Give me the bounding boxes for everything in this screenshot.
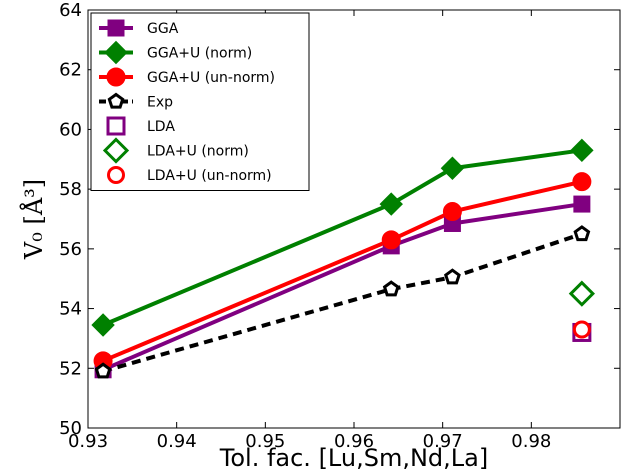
data-point-1-3 [570,138,594,163]
legend-marker-6 [107,166,125,184]
legend-marker-4 [106,116,126,136]
data-point-3-0 [94,362,112,379]
legend: GGA GGA+U (norm) GGA+U (un-norm) Exp LDA LDA+… [90,12,310,191]
plot-area [91,138,595,379]
y-tick-label-6: 62 [59,60,82,81]
legend-label-2: GGA+U (un-norm) [147,70,275,86]
y-tick-label-7: 64 [59,0,82,21]
legend-marker-0 [107,19,125,37]
data-point-3-2 [443,268,461,285]
legend-marker-1 [104,40,128,65]
legend-label-6: LDA+U (un-norm) [147,168,272,184]
legend-label-3: Exp [147,95,173,111]
legend-marker-3 [107,92,125,109]
x-tick-label-1: 0.94 [157,431,197,452]
legend-label-5: LDA+U (norm) [147,144,249,160]
series-line-1 [102,148,583,327]
x-tick-label-0: 0.93 [68,431,108,452]
x-tick-label-3: 0.96 [334,431,374,452]
data-point-3-3 [573,225,591,242]
data-point-3-1 [382,280,400,297]
data-point-1-2 [440,156,465,180]
y-tick-label-4: 58 [59,179,82,200]
x-tick-label-2: 0.95 [245,431,285,452]
axis-ticks: 0.93 0.94 0.95 0.96 0.97 0.98 50 52 54 56 58 60 62 64 [59,0,620,452]
x-tick-label-5: 0.98 [511,431,551,452]
legend-label-4: LDA [147,119,175,135]
y-tick-label-3: 56 [59,239,82,260]
legend-marker-5 [102,137,130,164]
data-point-2-3 [572,172,592,192]
y-axis-title: V₀ [Å³] [19,179,48,260]
x-axis-title: Tol. fac. [Lu,Sm,Nd,La] [219,444,488,472]
data-point-1-0 [91,313,115,337]
legend-marker-2 [106,67,126,87]
legend-label-0: GGA [147,21,179,37]
data-point-5-0 [568,280,595,307]
data-point-0-3 [573,195,591,213]
series-line-0 [102,202,583,372]
series-line-2 [102,179,583,363]
y-tick-label-5: 60 [59,119,82,140]
data-point-2-1 [381,230,401,250]
y-tick-label-0: 50 [59,418,82,439]
data-point-2-2 [442,202,462,222]
y-tick-label-2: 54 [59,299,82,320]
y-tick-label-1: 52 [59,358,82,379]
x-tick-label-4: 0.97 [423,431,463,452]
series-line-3 [102,232,583,374]
legend-label-1: GGA+U (norm) [147,46,252,62]
data-point-6-0 [572,320,591,339]
data-point-1-1 [379,192,403,216]
